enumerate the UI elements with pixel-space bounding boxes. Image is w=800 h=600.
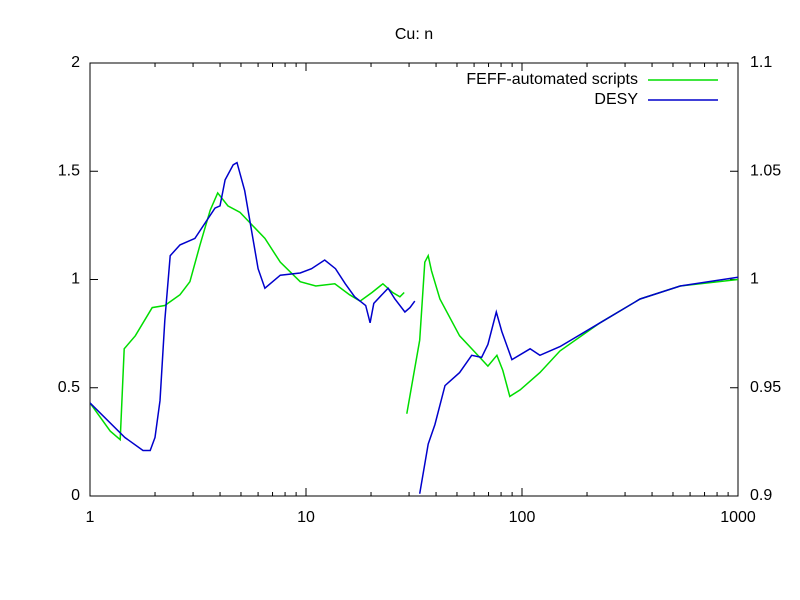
x-tick-label: 10: [297, 509, 315, 526]
x-tick-label: 1: [86, 509, 95, 526]
y-tick-label: 1.5: [58, 162, 80, 179]
y2-tick-label: 0.9: [750, 487, 772, 504]
series-line: [90, 191, 738, 442]
series-line: [90, 161, 738, 494]
x-tick-label: 100: [509, 509, 536, 526]
plot-frame: [89, 62, 739, 497]
y2-tick-label: 1.1: [750, 54, 772, 71]
y2-tick-label: 1.05: [750, 162, 781, 179]
y-tick-label: 2: [71, 54, 80, 71]
legend-label: DESY: [594, 91, 638, 108]
y-tick-label: 0: [71, 487, 80, 504]
y2-tick-label: 1: [750, 271, 759, 288]
y-tick-label: 0.5: [58, 379, 80, 396]
y2-tick-label: 0.95: [750, 379, 781, 396]
y-tick-label: 1: [71, 271, 80, 288]
chart-title: Cu: n: [395, 26, 433, 43]
legend-label: FEFF-automated scripts: [466, 71, 638, 88]
x-tick-label: 1000: [720, 509, 756, 526]
